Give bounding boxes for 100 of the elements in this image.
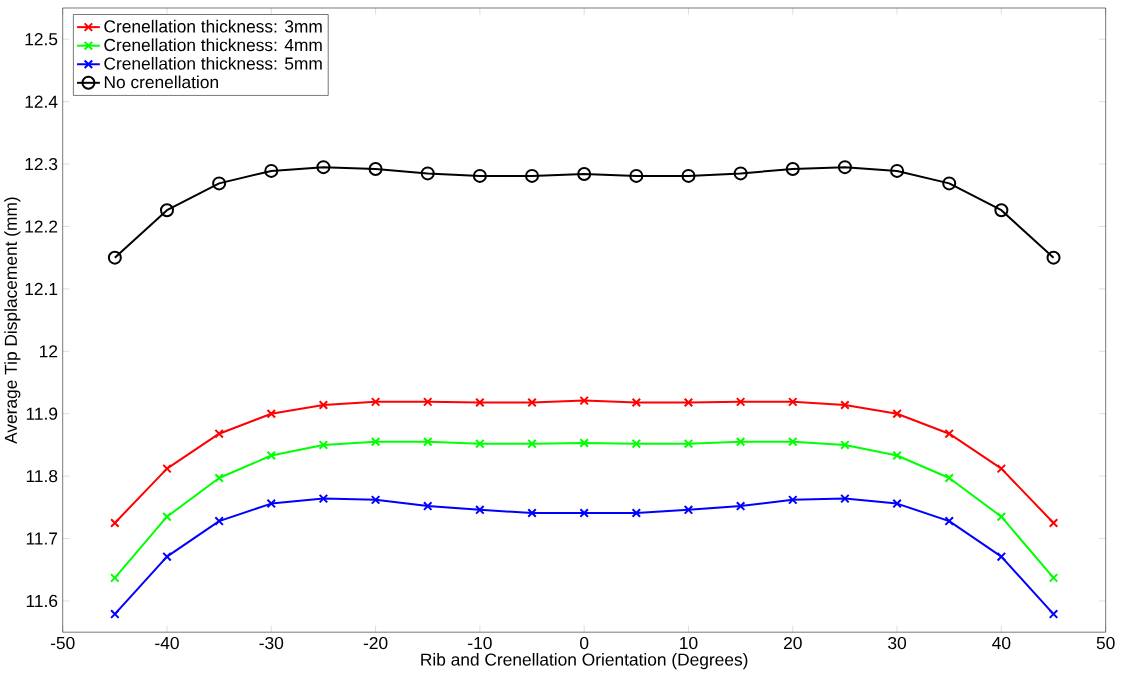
legend-label: Crenellation thickness: 5mm <box>104 57 322 70</box>
point <box>683 439 694 449</box>
point <box>264 164 279 179</box>
x-tick-label: 50 <box>1096 637 1115 650</box>
point <box>1048 518 1059 528</box>
point <box>422 397 433 407</box>
point <box>579 438 589 449</box>
point <box>890 164 905 179</box>
point <box>733 166 748 181</box>
point <box>110 609 120 620</box>
y-axis-title: Average Tip Displacement (mm) <box>4 197 21 445</box>
point <box>892 499 902 509</box>
y-tick-label: 11.7 <box>26 532 58 545</box>
x-tick-label: 40 <box>992 637 1011 650</box>
point <box>631 397 642 408</box>
point <box>629 169 644 184</box>
point <box>683 505 694 515</box>
y-tick-label: 12.4 <box>25 95 58 108</box>
legend-label: Crenellation thickness: 4mm <box>104 38 322 52</box>
point <box>735 501 746 512</box>
point <box>944 429 954 439</box>
point <box>370 437 381 447</box>
point <box>162 552 172 562</box>
point <box>422 437 433 447</box>
point <box>837 160 852 175</box>
point <box>475 505 485 515</box>
point <box>840 400 850 410</box>
point <box>681 169 696 184</box>
x-tick-label: 20 <box>784 637 802 650</box>
point <box>840 440 850 450</box>
point <box>735 437 746 447</box>
point <box>525 169 540 184</box>
point <box>159 203 174 218</box>
point <box>527 439 537 449</box>
point <box>214 473 224 484</box>
legend-label: Crenellation thickness: 3mm <box>104 20 322 33</box>
x-tick-label: -20 <box>363 637 388 650</box>
point <box>683 397 694 408</box>
point <box>162 512 172 522</box>
legend-label: No crenellation <box>104 75 218 89</box>
point <box>996 552 1007 562</box>
point <box>110 518 120 528</box>
point <box>1046 250 1061 265</box>
y-tick-label: 12 <box>40 345 58 358</box>
point <box>892 451 902 461</box>
point <box>318 400 329 410</box>
point <box>579 396 589 406</box>
point <box>996 464 1007 474</box>
point <box>788 495 798 505</box>
point <box>266 451 277 461</box>
point <box>577 167 592 182</box>
y-tick-label: 12.5 <box>25 33 58 46</box>
point <box>214 429 224 439</box>
x-tick-label: 30 <box>888 637 907 650</box>
point <box>475 397 485 408</box>
point <box>994 203 1009 218</box>
point <box>631 439 642 449</box>
point <box>527 508 537 518</box>
x-tick-label: -10 <box>468 637 492 650</box>
point <box>110 573 120 583</box>
point <box>370 397 381 407</box>
point <box>944 473 954 484</box>
x-tick-label: 10 <box>680 637 698 650</box>
point <box>1048 573 1059 583</box>
point <box>472 169 487 184</box>
x-tick-label: -30 <box>259 637 284 650</box>
point <box>942 176 957 191</box>
point <box>266 499 277 509</box>
point <box>475 439 485 449</box>
point <box>1048 609 1059 620</box>
point <box>735 397 746 407</box>
point <box>318 440 329 450</box>
point <box>527 397 537 408</box>
point <box>318 494 329 504</box>
point <box>214 516 224 527</box>
x-tick-label: 0 <box>580 637 589 650</box>
point <box>422 501 433 512</box>
x-tick-label: -40 <box>155 637 179 650</box>
y-tick-label: 12.3 <box>25 158 58 171</box>
point <box>785 162 800 177</box>
point <box>368 162 383 177</box>
point <box>316 160 331 175</box>
point <box>370 495 381 505</box>
y-tick-label: 11.9 <box>26 407 58 421</box>
point <box>788 397 798 407</box>
point <box>944 516 954 527</box>
point <box>579 508 589 518</box>
point <box>788 437 798 447</box>
x-tick-label: -50 <box>50 637 75 650</box>
y-tick-label: 11.8 <box>26 470 58 483</box>
point <box>840 494 850 504</box>
x-axis-title: Rib and Crenellation Orientation (Degrees) <box>421 653 748 670</box>
y-tick-label: 11.6 <box>26 595 58 608</box>
point <box>631 508 642 518</box>
point <box>996 512 1007 522</box>
point <box>212 176 227 191</box>
point <box>162 464 172 474</box>
y-tick-label: 12.1 <box>25 283 58 296</box>
point <box>420 166 435 181</box>
point <box>266 409 277 419</box>
